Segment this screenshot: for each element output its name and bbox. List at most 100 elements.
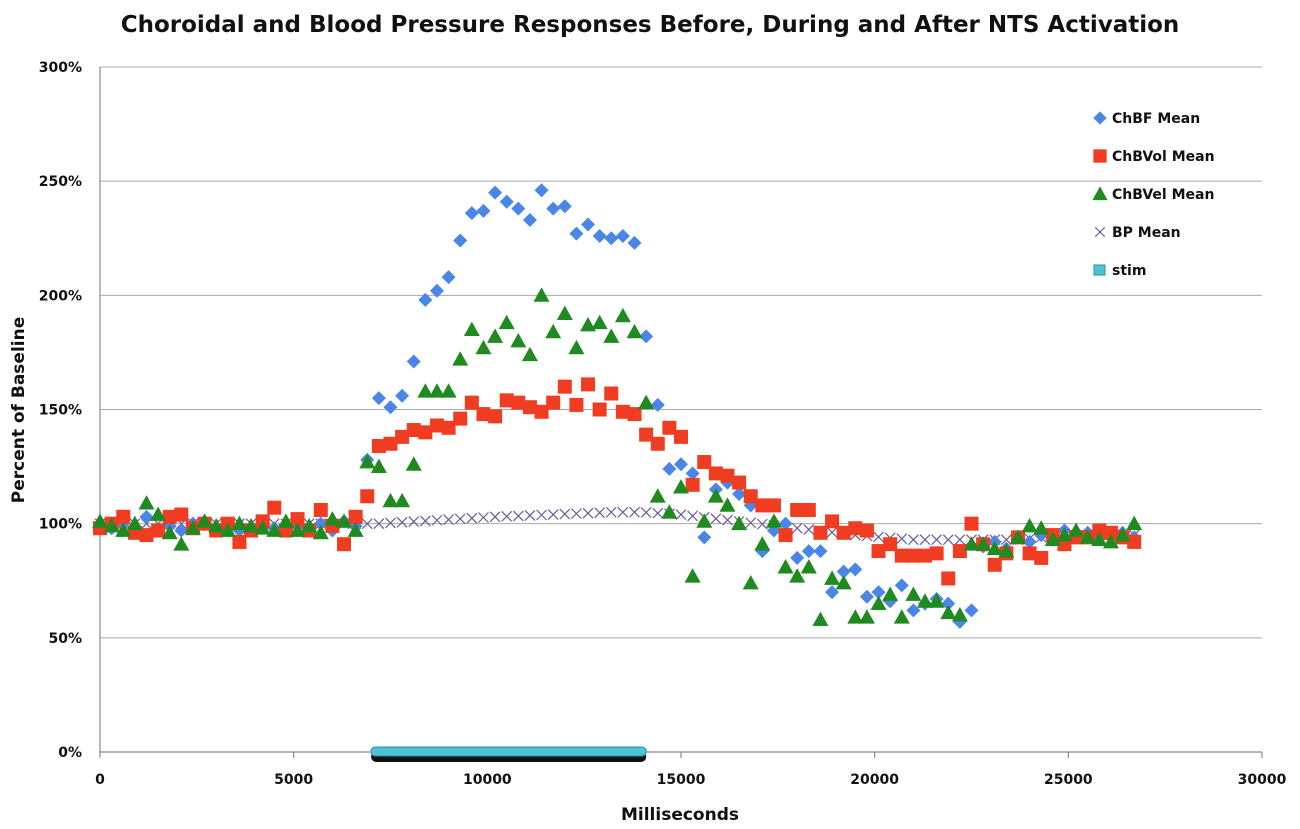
chbvol-mean-point <box>371 439 386 454</box>
chbvol-mean-point <box>964 516 979 531</box>
bp-mean-point <box>722 514 733 526</box>
y-tick-label: 200% <box>39 288 82 304</box>
x-axis-title: Milliseconds <box>621 805 739 825</box>
chbf-mean-point <box>790 550 805 565</box>
chbvel-mean-point <box>800 559 817 574</box>
x-tick-label: 30000 <box>1238 772 1287 788</box>
bp-mean-point <box>478 512 489 523</box>
chbvol-mean-point <box>453 411 468 426</box>
chbf-mean-point <box>639 329 654 344</box>
chbvel-mean-point <box>905 586 922 601</box>
chbvol-mean-point <box>604 386 619 401</box>
chbvel-mean-point <box>243 517 260 533</box>
bp-mean-point <box>524 510 536 521</box>
chbf-mean-point <box>488 185 503 200</box>
chbvel-mean-point <box>1068 522 1085 537</box>
bp-mean-point <box>919 534 931 546</box>
chbvel-mean-point <box>719 497 736 512</box>
bp-mean-point <box>803 524 815 536</box>
chbvel-mean-point <box>277 513 294 528</box>
chbvol-mean-point <box>685 477 700 492</box>
chbvol-mean-point <box>825 514 840 529</box>
legend-marker-chbvel-mean <box>1092 186 1108 201</box>
chbf-mean-point <box>662 461 677 476</box>
chbvol-mean-point <box>941 571 956 586</box>
bp-mean-point <box>791 522 803 534</box>
series-markers <box>92 183 1143 762</box>
legend-label-chbf-mean: ChBF Mean <box>1112 111 1200 127</box>
y-axis-title: Percent of Baseline <box>9 317 29 504</box>
chbvel-mean-point <box>440 383 457 398</box>
chbvol-mean-point <box>406 423 421 438</box>
chbf-mean-point <box>941 596 956 611</box>
y-tick-label: 100% <box>39 517 82 533</box>
chbvol-mean-point <box>313 502 328 517</box>
chbf-mean-point <box>139 509 154 524</box>
bp-mean-point <box>907 534 919 546</box>
chbvel-mean-point <box>684 568 701 583</box>
chbvol-mean-point <box>1022 546 1037 561</box>
bp-mean-point <box>512 510 524 522</box>
chbvol-mean-point <box>836 525 851 540</box>
chbvol-mean-point <box>546 395 561 410</box>
chbvel-mean-point <box>324 511 341 526</box>
chbvol-mean-point <box>871 544 886 559</box>
chbvel-mean-point <box>347 522 364 537</box>
chbvol-mean-point <box>778 528 793 543</box>
chbf-mean-point <box>453 233 468 248</box>
chbvel-mean-point <box>103 517 120 533</box>
chbvel-mean-point <box>266 522 283 537</box>
bp-mean-point <box>385 517 396 529</box>
chbvol-mean-point <box>1092 523 1107 538</box>
chbvol-mean-point <box>488 409 503 424</box>
chbf-mean-point <box>499 194 514 209</box>
chbf-mean-point <box>476 203 491 218</box>
chbvel-mean-point <box>591 314 608 330</box>
chbvol-mean-point <box>627 407 642 422</box>
chbvel-mean-point <box>812 611 829 626</box>
chbf-mean-point <box>650 397 665 412</box>
chbvel-mean-point <box>707 488 724 503</box>
chbf-mean-point <box>581 217 596 232</box>
chbvol-mean-point <box>511 395 526 410</box>
chbvel-mean-point <box>568 339 585 355</box>
chbvol-mean-point <box>557 379 572 394</box>
chbf-mean-point <box>418 292 433 307</box>
chbf-mean-point <box>406 354 421 369</box>
chbvel-mean-point <box>777 559 794 574</box>
chbvol-mean-point <box>674 429 688 444</box>
chbvel-mean-point <box>556 305 573 320</box>
chbvol-mean-point <box>639 427 654 442</box>
chbvel-mean-point <box>184 520 201 535</box>
chbvel-mean-point <box>219 522 236 537</box>
chbf-mean-point <box>592 228 607 243</box>
chbvel-mean-point <box>731 515 748 531</box>
chbvel-mean-point <box>614 307 631 323</box>
chbvel-mean-point <box>417 383 434 398</box>
bp-mean-point <box>954 534 966 546</box>
bp-mean-point <box>373 518 385 530</box>
chbvol-mean-point <box>720 468 735 483</box>
chbvol-mean-point <box>522 400 537 415</box>
chbvol-mean-point <box>360 489 375 504</box>
chbvol-mean-point <box>395 429 410 444</box>
grid-lines <box>100 66 1262 639</box>
chbf-mean-point <box>604 231 619 246</box>
chbvol-mean-point <box>790 502 805 517</box>
chbvol-mean-point <box>290 512 305 527</box>
bp-mean-point <box>617 506 629 518</box>
bp-mean-point <box>570 508 582 520</box>
y-tick-label: 50% <box>48 631 82 647</box>
chbf-mean-point <box>429 283 444 298</box>
bp-mean-point <box>547 509 559 520</box>
bp-mean-point <box>942 534 954 546</box>
chbvel-mean-point <box>917 593 934 608</box>
legend-marker-chbf-mean <box>1093 111 1107 125</box>
chbvol-mean-point <box>918 548 933 563</box>
chbvol-mean-point <box>429 418 444 433</box>
chbvel-mean-point <box>603 328 620 343</box>
chbvel-mean-point <box>521 346 538 362</box>
chbvel-mean-point <box>1044 531 1061 547</box>
chbf-mean-point <box>546 201 561 216</box>
chbvel-mean-point <box>1102 533 1119 549</box>
